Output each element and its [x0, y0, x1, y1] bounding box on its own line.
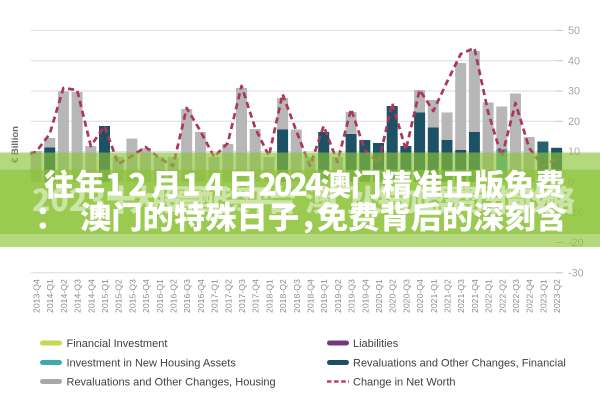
- svg-text:2017-Q1: 2017-Q1: [210, 279, 220, 313]
- svg-text:2015-Q1: 2015-Q1: [100, 279, 110, 313]
- svg-text:2022-Q1: 2022-Q1: [484, 279, 494, 313]
- svg-text:Investment in New Housing Asse: Investment in New Housing Assets: [67, 358, 237, 370]
- svg-text:2019-Q3: 2019-Q3: [347, 279, 357, 313]
- svg-text:2017-Q2: 2017-Q2: [223, 279, 233, 313]
- svg-text:2018-Q1: 2018-Q1: [264, 279, 274, 313]
- svg-text:2019-Q2: 2019-Q2: [333, 279, 343, 313]
- svg-text:2018-Q2: 2018-Q2: [278, 279, 288, 313]
- svg-text:2016-Q2: 2016-Q2: [169, 279, 179, 313]
- svg-text:2020-Q1: 2020-Q1: [374, 279, 384, 313]
- svg-text:2022-Q3: 2022-Q3: [511, 279, 521, 313]
- svg-text:2014-Q3: 2014-Q3: [73, 279, 83, 313]
- svg-text:20: 20: [568, 116, 580, 128]
- svg-text:2019-Q1: 2019-Q1: [319, 279, 329, 313]
- svg-text:-30: -30: [568, 267, 584, 279]
- svg-text:2014-Q1: 2014-Q1: [45, 279, 55, 313]
- svg-text:2023-Q1: 2023-Q1: [538, 279, 548, 313]
- svg-text:2020-Q3: 2020-Q3: [401, 279, 411, 313]
- svg-text:50: 50: [568, 25, 580, 37]
- svg-text:2013-Q4: 2013-Q4: [32, 279, 42, 313]
- svg-text:2021-Q4: 2021-Q4: [470, 279, 480, 313]
- svg-text:2015-Q3: 2015-Q3: [127, 279, 137, 313]
- svg-text:Liabilities: Liabilities: [353, 338, 399, 350]
- svg-text:2018-Q4: 2018-Q4: [306, 279, 316, 313]
- svg-text:2019-Q4: 2019-Q4: [360, 279, 370, 313]
- svg-text:Financial Investment: Financial Investment: [67, 338, 168, 350]
- svg-text:2020-Q2: 2020-Q2: [388, 279, 398, 313]
- svg-text:Change in Net Worth: Change in Net Worth: [353, 377, 456, 389]
- svg-text:2023-Q2: 2023-Q2: [552, 279, 562, 313]
- svg-text:2016-Q1: 2016-Q1: [155, 279, 165, 313]
- svg-text:Revaluations and Other Changes: Revaluations and Other Changes, Housing: [67, 377, 276, 389]
- svg-text:2022-Q2: 2022-Q2: [497, 279, 507, 313]
- svg-text:Revaluations and Other Changes: Revaluations and Other Changes, Financia…: [353, 358, 566, 370]
- svg-text:2018-Q3: 2018-Q3: [292, 279, 302, 313]
- svg-text:30: 30: [568, 86, 580, 98]
- svg-text:2020-Q4: 2020-Q4: [415, 279, 425, 313]
- svg-text:2014-Q2: 2014-Q2: [59, 279, 69, 313]
- svg-text:2015-Q2: 2015-Q2: [114, 279, 124, 313]
- svg-text:2015-Q4: 2015-Q4: [141, 279, 151, 313]
- svg-text:2017-Q4: 2017-Q4: [251, 279, 261, 313]
- svg-text:2016-Q3: 2016-Q3: [182, 279, 192, 313]
- svg-text:2016-Q4: 2016-Q4: [196, 279, 206, 313]
- svg-text:2022-Q4: 2022-Q4: [525, 279, 535, 313]
- svg-text:€ Billion: € Billion: [10, 126, 21, 163]
- svg-text:2021-Q1: 2021-Q1: [429, 279, 439, 313]
- svg-text:2021-Q2: 2021-Q2: [443, 279, 453, 313]
- svg-text:2017-Q3: 2017-Q3: [237, 279, 247, 313]
- svg-text:2014-Q4: 2014-Q4: [86, 279, 96, 313]
- svg-text:2021-Q3: 2021-Q3: [456, 279, 466, 313]
- svg-text:40: 40: [568, 55, 580, 67]
